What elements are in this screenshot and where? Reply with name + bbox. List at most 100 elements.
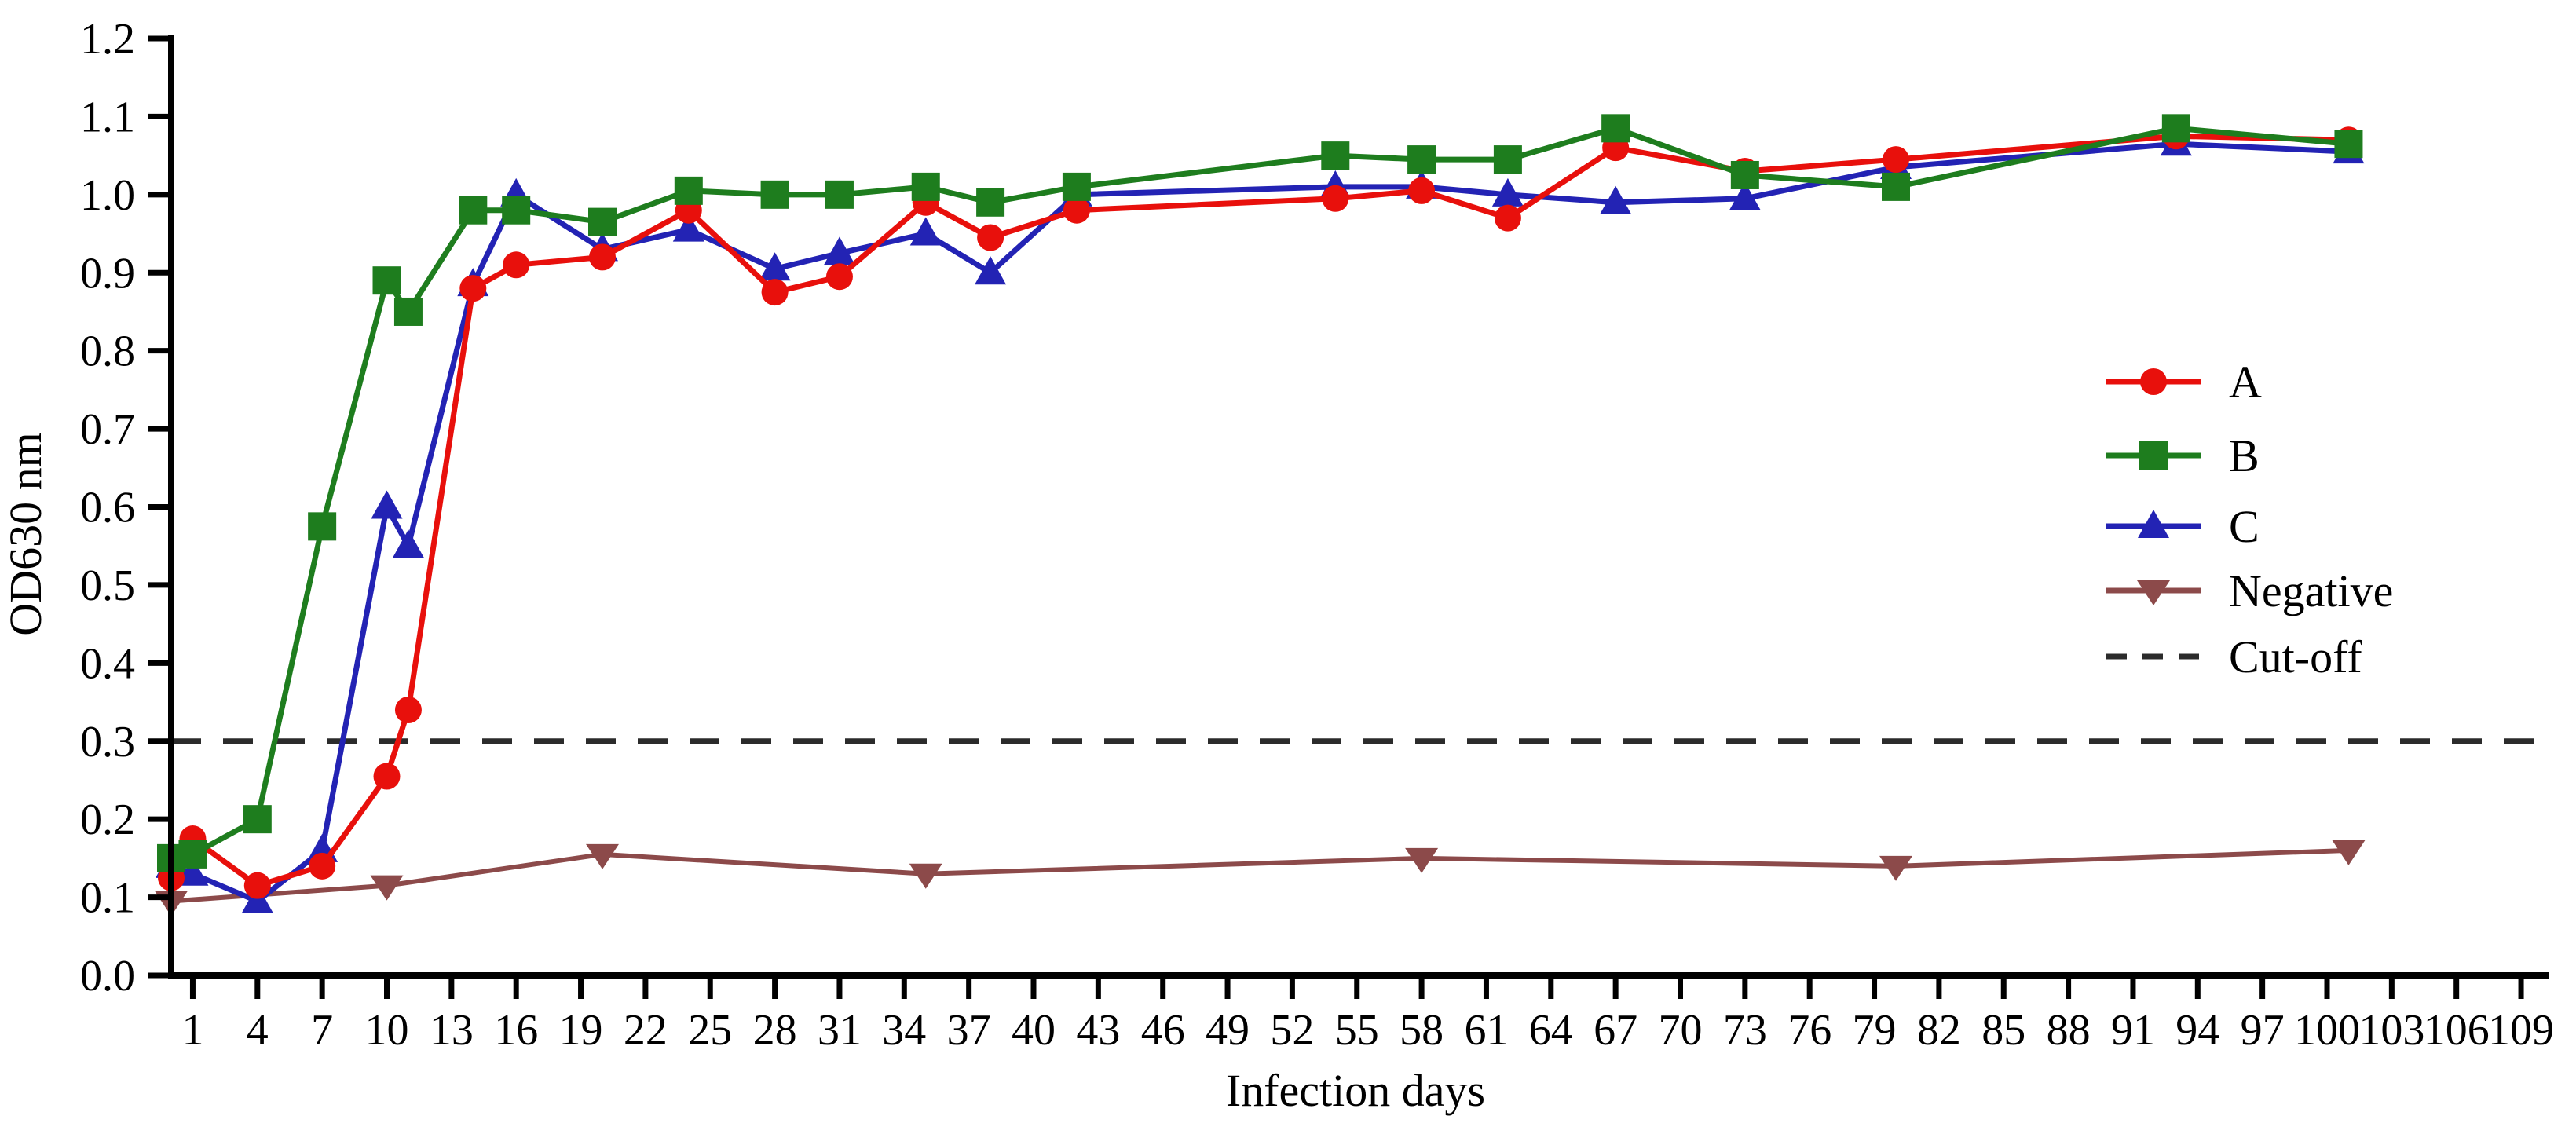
x-tick-label: 88	[2047, 1006, 2091, 1055]
x-tick-label: 64	[1529, 1006, 1573, 1055]
series-A-point	[459, 275, 487, 302]
series-B-point	[1882, 172, 1910, 201]
y-tick-label: 1.1	[80, 93, 135, 141]
x-tick-label: 73	[1723, 1006, 1767, 1055]
y-tick-label: 0.1	[80, 874, 135, 923]
series-layer	[155, 114, 2366, 916]
x-tick-label: 16	[494, 1006, 538, 1055]
series-A-point	[1883, 146, 1909, 174]
x-tick-label: 55	[1335, 1006, 1379, 1055]
series-Negative-point	[1879, 855, 1912, 881]
x-tick-label: 82	[1917, 1006, 1961, 1055]
series-A-point	[1408, 177, 1436, 204]
x-tick-label: 43	[1076, 1006, 1120, 1055]
series-A-point	[589, 243, 616, 271]
series-Negative	[155, 840, 2366, 916]
series-Negative-point	[1405, 847, 1439, 873]
series-A-point	[761, 279, 789, 306]
series-Negative-point	[909, 863, 942, 889]
series-B-point	[760, 180, 789, 209]
x-tick-label: 4	[247, 1006, 269, 1055]
x-tick-label: 10	[365, 1006, 409, 1055]
series-A-point	[373, 763, 401, 790]
series-B-point	[502, 196, 531, 225]
series-B-point	[911, 172, 940, 201]
series-Negative-line	[169, 847, 2351, 904]
series-B-point	[1321, 141, 1350, 170]
series-B-point	[372, 266, 401, 295]
x-tick-label: 25	[688, 1006, 732, 1055]
series-C-point	[823, 236, 855, 265]
series-C-point	[177, 857, 209, 886]
legend-item-a: A	[2106, 357, 2262, 408]
y-tick-label: 0.8	[80, 327, 135, 376]
series-C-point	[1600, 185, 1632, 214]
x-tick-label: 49	[1206, 1006, 1250, 1055]
legend-item-c: C	[2106, 501, 2259, 552]
series-B-point	[243, 805, 272, 834]
legend: ABC Negative Cut-off	[2106, 357, 2393, 682]
series-B-point	[1730, 160, 1759, 189]
x-tick-label: 100	[2294, 1006, 2360, 1055]
series-C-point	[672, 213, 704, 242]
x-tick-label: 28	[753, 1006, 797, 1055]
y-tick-label: 1.0	[80, 171, 135, 220]
y-tick-label: 1.2	[80, 15, 135, 64]
legend-label: Negative	[2229, 565, 2393, 616]
x-tick-label: 37	[947, 1006, 991, 1055]
series-B-point	[825, 180, 854, 209]
series-C-point	[1729, 181, 1761, 210]
series-B-point	[1601, 114, 1630, 143]
series-A-point	[503, 251, 530, 279]
x-tick-label: 67	[1594, 1006, 1637, 1055]
series-B-point	[1062, 172, 1091, 201]
series-A-point	[825, 263, 853, 291]
series-B-point	[674, 176, 703, 205]
x-tick-label: 22	[624, 1006, 668, 1055]
series-A-point	[1063, 196, 1090, 224]
series-B-point	[308, 512, 337, 541]
axes-layer: 1 4 7 10 13 16 19 22 25 28 31 34 37 40 43 46 49 52 55 58 61 6…	[80, 15, 2554, 1055]
y-tick-label: 0.2	[80, 796, 135, 844]
x-tick-label: 1	[181, 1006, 203, 1055]
x-tick-label: 91	[2111, 1006, 2155, 1055]
series-B	[157, 114, 2363, 872]
legend-marker-circle	[2140, 368, 2167, 395]
legend-label: A	[2229, 357, 2262, 408]
x-tick-label: 109	[2488, 1006, 2554, 1055]
legend-label: Cut-off	[2229, 631, 2362, 682]
x-tick-label: 61	[1464, 1006, 1508, 1055]
series-B-point	[178, 840, 207, 869]
x-tick-label: 40	[1012, 1006, 1056, 1055]
legend-item-cutoff: Cut-off	[2106, 631, 2362, 682]
x-tick-label: 31	[818, 1006, 862, 1055]
series-C-point	[371, 490, 403, 519]
series-B-point	[393, 297, 423, 326]
x-tick-label: 85	[1981, 1006, 2025, 1055]
x-axis-title: Infection days	[1226, 1065, 1485, 1116]
x-tick-label: 46	[1141, 1006, 1185, 1055]
series-Negative-point	[2332, 840, 2366, 865]
y-tick-label: 0.0	[80, 952, 135, 1000]
x-tick-label: 94	[2175, 1006, 2219, 1055]
x-tick-label: 7	[311, 1006, 333, 1055]
x-tick-label: 13	[430, 1006, 474, 1055]
x-tick-label: 19	[559, 1006, 603, 1055]
series-C-point	[975, 256, 1007, 285]
x-tick-label: 76	[1787, 1006, 1831, 1055]
series-B-point	[588, 207, 617, 236]
series-B-point	[976, 188, 1005, 217]
y-tick-label: 0.6	[80, 484, 135, 532]
series-A-point	[309, 852, 336, 880]
y-tick-label: 0.3	[80, 718, 135, 766]
y-tick-label: 0.4	[80, 639, 135, 688]
series-B-point	[459, 196, 488, 225]
legend-marker-triangle-up	[2138, 510, 2169, 538]
legend-label: C	[2229, 501, 2259, 552]
series-A-point	[1322, 185, 1349, 212]
series-C-point	[759, 252, 791, 281]
series-B-point	[1493, 145, 1522, 174]
series-Negative-point	[370, 875, 404, 901]
x-tick-label: 70	[1659, 1006, 1703, 1055]
